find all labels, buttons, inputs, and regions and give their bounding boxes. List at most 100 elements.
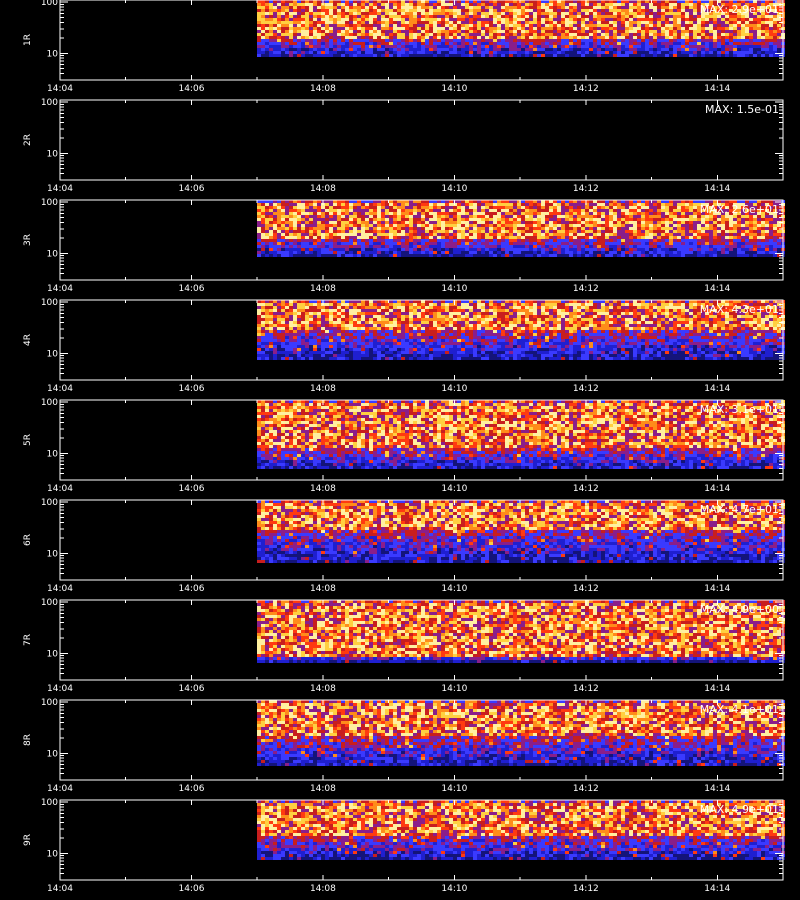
x-axis: 14:04 14:06 14:08 14:10 14:12 14:14 bbox=[47, 600, 784, 694]
panel-label: 1R bbox=[23, 34, 33, 46]
x-tick-label: 14:04 bbox=[47, 184, 73, 194]
max-label: MAX: 2.9e+01 bbox=[700, 3, 779, 16]
plot-frame bbox=[59, 99, 784, 181]
x-tick-label: 14:08 bbox=[310, 884, 336, 894]
x-tick-label: 14:12 bbox=[573, 484, 599, 494]
x-tick-label: 14:14 bbox=[704, 684, 730, 694]
panel-7r: 14:04 14:06 14:08 14:10 14:12 14:14 10 100 7R MAX… bbox=[23, 598, 785, 694]
y-axis: 10 100 bbox=[41, 798, 783, 881]
y-axis: 10 100 bbox=[41, 298, 783, 381]
y-tick-label: 10 bbox=[47, 749, 59, 759]
x-axis: 14:04 14:06 14:08 14:10 14:12 14:14 bbox=[47, 700, 784, 794]
plot-frame bbox=[59, 299, 784, 381]
x-tick-label: 14:08 bbox=[310, 584, 336, 594]
x-tick-label: 14:06 bbox=[178, 784, 204, 794]
max-label: MAX: 4.9e+01 bbox=[700, 803, 779, 816]
x-tick-label: 14:10 bbox=[441, 784, 467, 794]
y-tick-label: 100 bbox=[41, 298, 58, 308]
x-tick-label: 14:04 bbox=[47, 884, 73, 894]
x-tick-label: 14:08 bbox=[310, 284, 336, 294]
y-tick-label: 100 bbox=[41, 598, 58, 608]
x-tick-label: 14:14 bbox=[704, 884, 730, 894]
x-tick-label: 14:06 bbox=[178, 484, 204, 494]
x-tick-label: 14:12 bbox=[573, 684, 599, 694]
panel-label: 6R bbox=[23, 534, 33, 546]
x-tick-label: 14:06 bbox=[178, 84, 204, 94]
x-tick-label: 14:10 bbox=[441, 84, 467, 94]
x-tick-label: 14:08 bbox=[310, 384, 336, 394]
x-axis: 14:04 14:06 14:08 14:10 14:12 14:14 bbox=[47, 800, 784, 894]
x-tick-label: 14:10 bbox=[441, 684, 467, 694]
y-tick-label: 100 bbox=[41, 0, 58, 8]
panel-2r: 14:04 14:06 14:08 14:10 14:12 14:14 10 100 2R MAX… bbox=[23, 98, 784, 194]
x-tick-label: 14:04 bbox=[47, 584, 73, 594]
panel-4r: 14:04 14:06 14:08 14:10 14:12 14:14 10 100 4R MAX… bbox=[23, 298, 785, 394]
x-tick-label: 14:04 bbox=[47, 784, 73, 794]
y-tick-label: 10 bbox=[47, 49, 59, 59]
heatmap-cells bbox=[257, 700, 785, 766]
max-label: MAX: 2.6e+01 bbox=[700, 203, 779, 216]
panel-5r: 14:04 14:06 14:08 14:10 14:12 14:14 10 100 5R MAX… bbox=[23, 398, 785, 494]
panel-1r: 14:04 14:06 14:08 14:10 14:12 14:14 10 100 1R MAX… bbox=[23, 0, 785, 94]
y-tick-label: 100 bbox=[41, 398, 58, 408]
x-tick-label: 14:08 bbox=[310, 784, 336, 794]
x-tick-label: 14:06 bbox=[178, 384, 204, 394]
heatmap-cells bbox=[257, 600, 785, 663]
x-tick-label: 14:04 bbox=[47, 684, 73, 694]
y-tick-label: 10 bbox=[47, 249, 59, 259]
y-axis: 10 100 bbox=[41, 698, 783, 781]
x-axis: 14:04 14:06 14:08 14:10 14:12 14:14 bbox=[47, 0, 784, 94]
x-tick-label: 14:12 bbox=[573, 84, 599, 94]
heatmap-cells bbox=[257, 500, 785, 563]
x-tick-label: 14:04 bbox=[47, 484, 73, 494]
max-label: MAX: 1.5e-01 bbox=[705, 103, 779, 116]
panel-label: 9R bbox=[23, 834, 33, 846]
x-tick-label: 14:12 bbox=[573, 184, 599, 194]
y-tick-label: 10 bbox=[47, 449, 59, 459]
x-tick-label: 14:14 bbox=[704, 184, 730, 194]
max-label: MAX: 3.1e+01 bbox=[700, 403, 779, 416]
heatmap-cells bbox=[257, 400, 785, 469]
x-axis: 14:04 14:06 14:08 14:10 14:12 14:14 bbox=[47, 500, 784, 594]
x-tick-label: 14:14 bbox=[704, 484, 730, 494]
plot-frame bbox=[59, 599, 784, 681]
x-tick-label: 14:04 bbox=[47, 84, 73, 94]
panel-label: 8R bbox=[23, 734, 33, 746]
plot-frame bbox=[59, 799, 784, 881]
x-axis: 14:04 14:06 14:08 14:10 14:12 14:14 bbox=[47, 100, 784, 194]
y-tick-label: 100 bbox=[41, 98, 58, 108]
x-tick-label: 14:10 bbox=[441, 184, 467, 194]
panel-3r: 14:04 14:06 14:08 14:10 14:12 14:14 10 100 3R MAX… bbox=[23, 198, 785, 294]
plot-frame bbox=[59, 0, 784, 81]
x-tick-label: 14:06 bbox=[178, 284, 204, 294]
y-tick-label: 10 bbox=[47, 149, 59, 159]
x-tick-label: 14:06 bbox=[178, 884, 204, 894]
x-tick-label: 14:06 bbox=[178, 684, 204, 694]
max-label: MAX: 4.3e+01 bbox=[700, 303, 779, 316]
x-tick-label: 14:08 bbox=[310, 184, 336, 194]
y-tick-label: 10 bbox=[47, 849, 59, 859]
x-axis: 14:04 14:06 14:08 14:10 14:12 14:14 bbox=[47, 400, 784, 494]
y-tick-label: 100 bbox=[41, 498, 58, 508]
x-tick-label: 14:14 bbox=[704, 784, 730, 794]
x-tick-label: 14:12 bbox=[573, 784, 599, 794]
x-tick-label: 14:12 bbox=[573, 884, 599, 894]
y-axis: 10 100 bbox=[41, 498, 783, 581]
x-tick-label: 14:10 bbox=[441, 584, 467, 594]
x-tick-label: 14:14 bbox=[704, 84, 730, 94]
x-tick-label: 14:12 bbox=[573, 584, 599, 594]
max-label: MAX: 4.7e+01 bbox=[700, 503, 779, 516]
panel-6r: 14:04 14:06 14:08 14:10 14:12 14:14 10 100 6R MAX… bbox=[23, 498, 785, 594]
y-axis: 10 100 bbox=[41, 398, 783, 481]
x-tick-label: 14:06 bbox=[178, 184, 204, 194]
x-tick-label: 14:14 bbox=[704, 384, 730, 394]
panel-8r: 14:04 14:06 14:08 14:10 14:12 14:14 10 100 8R MAX… bbox=[23, 698, 785, 794]
panel-label: 2R bbox=[23, 134, 33, 146]
x-tick-label: 14:10 bbox=[441, 384, 467, 394]
x-tick-label: 14:10 bbox=[441, 284, 467, 294]
y-axis: 10 100 bbox=[41, 198, 783, 281]
x-tick-label: 14:12 bbox=[573, 384, 599, 394]
y-tick-label: 100 bbox=[41, 698, 58, 708]
y-axis: 10 100 bbox=[41, 98, 783, 181]
